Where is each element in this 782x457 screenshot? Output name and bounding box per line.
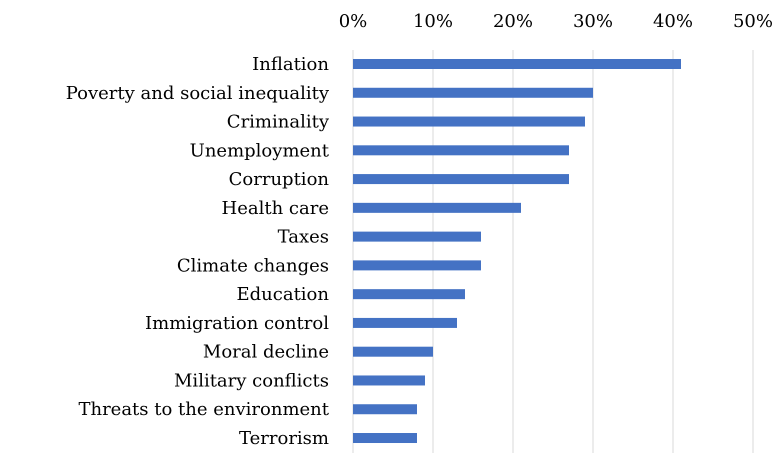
bar [353,145,569,156]
bar [353,289,465,300]
x-tick-label: 30% [573,11,613,32]
category-label: Climate changes [177,255,329,276]
x-tick-label: 0% [339,11,368,32]
category-label: Military conflicts [174,370,329,391]
x-tick-label: 10% [413,11,453,32]
x-tick-label: 40% [653,11,693,32]
bar [353,375,425,386]
bar [353,174,569,185]
category-label: Criminality [227,112,330,133]
bar [353,231,481,242]
category-label: Poverty and social inequality [66,83,330,104]
bar [353,202,521,213]
bar [353,260,481,271]
bar [353,87,593,98]
category-label: Immigration control [145,313,329,334]
category-label: Unemployment [190,140,330,161]
category-label: Corruption [229,169,330,190]
bar [353,116,585,127]
bar [353,346,433,357]
bars [353,59,681,444]
x-tick-label: 50% [733,11,773,32]
bar [353,317,457,328]
category-label: Terrorism [239,428,329,449]
x-axis-ticks: 0% 10% 20% 30% 40% 50% [339,11,773,32]
bar [353,59,681,69]
bar [353,433,417,444]
category-label: Taxes [278,227,329,248]
gridlines [352,50,754,453]
category-labels: Inflation Poverty and social inequality Cr… [66,54,330,449]
category-label: Education [237,284,330,305]
bar [353,404,417,415]
category-label: Health care [222,198,329,219]
category-label: Moral decline [203,342,329,363]
category-label: Threats to the environment [78,399,329,420]
x-tick-label: 20% [493,11,533,32]
category-label: Inflation [252,54,329,75]
